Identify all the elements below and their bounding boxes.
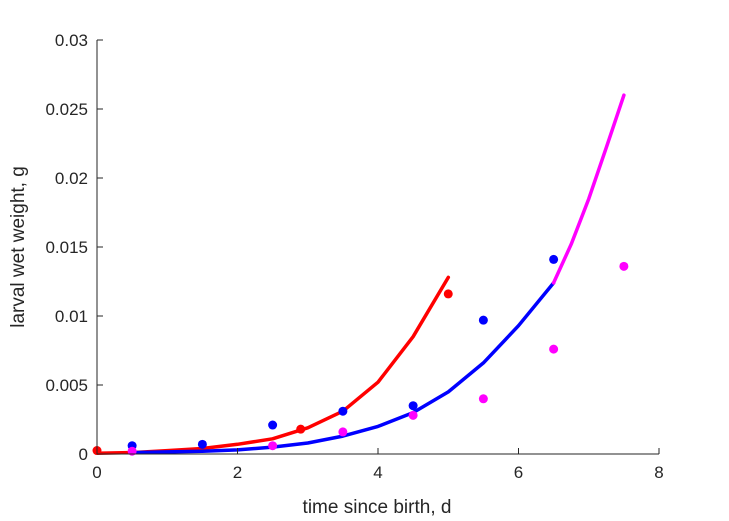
y-tick-label: 0.01: [55, 307, 88, 326]
plot-area: [92, 93, 629, 456]
data-point: [296, 424, 306, 434]
data-point: [478, 394, 488, 404]
y-tick-label: 0.015: [45, 238, 88, 257]
data-point: [127, 446, 137, 456]
y-tick-label: 0.03: [55, 31, 88, 50]
data-point: [197, 439, 207, 449]
y-axis-label: larval wet weight, g: [8, 166, 29, 328]
data-point: [268, 420, 278, 430]
y-tick-label: 0: [79, 445, 88, 464]
data-point: [478, 315, 488, 325]
y-tick-label: 0.025: [45, 100, 88, 119]
x-tick-label: 6: [514, 463, 523, 482]
x-tick-label: 4: [373, 463, 382, 482]
x-tick-label: 0: [92, 463, 101, 482]
x-tick-label: 2: [233, 463, 242, 482]
y-tick-label: 0.02: [55, 169, 88, 188]
y-axis: 0 0.005 0.01 0.015 0.02 0.025 0.03: [45, 31, 103, 464]
data-point: [619, 261, 629, 271]
x-axis-label: time since birth, d: [303, 497, 452, 518]
fit-curve: [130, 281, 556, 455]
x-tick-label: 8: [654, 463, 663, 482]
fit-curve: [551, 93, 626, 285]
y-tick-label: 0.005: [45, 376, 88, 395]
data-point: [338, 427, 348, 437]
data-point: [549, 254, 559, 264]
x-axis: 0 2 4 6 8: [92, 448, 664, 482]
data-point: [408, 401, 418, 411]
data-point: [549, 344, 559, 354]
data-point: [443, 289, 453, 299]
data-point: [338, 406, 348, 416]
data-point: [408, 410, 418, 420]
data-point: [268, 441, 278, 451]
